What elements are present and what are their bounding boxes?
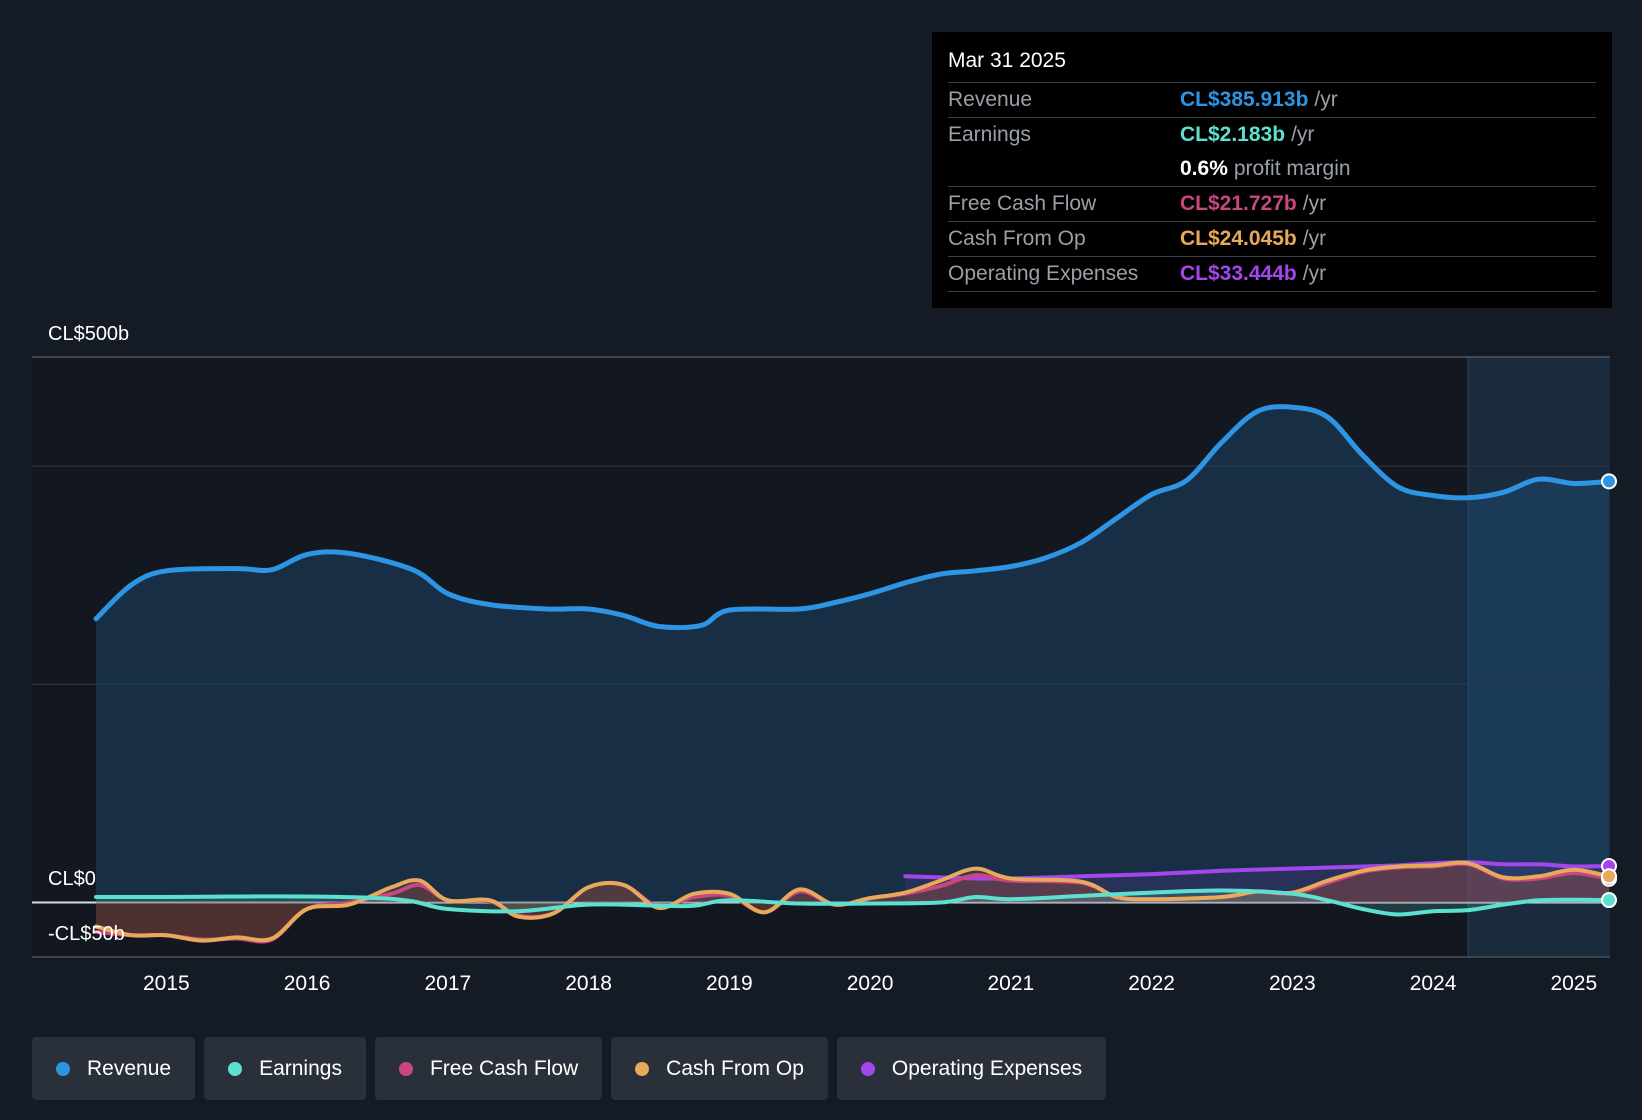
chart-legend: Revenue Earnings Free Cash Flow Cash From O… — [32, 1037, 1107, 1100]
cash-from-op-endpoint — [1601, 868, 1617, 885]
legend-dot-icon — [635, 1061, 650, 1076]
legend-label: Operating Expenses — [891, 1056, 1083, 1080]
legend-item-earnings[interactable]: Earnings — [204, 1037, 366, 1100]
legend-dot-icon — [228, 1061, 243, 1076]
legend-item-free-cash-flow[interactable]: Free Cash Flow — [374, 1037, 603, 1100]
tooltip-row-unit: /yr — [1302, 227, 1327, 250]
revenue-endpoint — [1601, 473, 1617, 490]
legend-dot-icon — [860, 1061, 875, 1076]
tooltip-row: Revenue CL$385.913b/yr — [948, 83, 1596, 118]
tooltip-row: Earnings CL$2.183b/yr — [948, 118, 1596, 152]
plot-background — [32, 357, 1610, 957]
tooltip-row-unit: profit margin — [1233, 157, 1351, 180]
legend-dot-icon — [398, 1061, 413, 1076]
x-tick-label: 2018 — [565, 972, 612, 995]
x-tick-label: 2015 — [143, 972, 190, 995]
legend-item-operating-expenses[interactable]: Operating Expenses — [836, 1037, 1107, 1100]
earnings-endpoint — [1601, 892, 1617, 909]
x-tick-label: 2025 — [1550, 972, 1597, 995]
y-label-top: CL$500b — [48, 323, 129, 345]
tooltip-row-label: Cash From Op — [948, 227, 1086, 250]
tooltip-row-unit: /yr — [1314, 88, 1338, 111]
legend-item-cash-from-op[interactable]: Cash From Op — [611, 1037, 828, 1100]
tooltip-date: Mar 31 2025 — [948, 46, 1596, 83]
tooltip-row: Cash From Op CL$24.045b/yr — [948, 222, 1596, 257]
tooltip-row-value: CL$33.444b — [1180, 262, 1297, 285]
legend-label: Revenue — [87, 1056, 172, 1080]
legend-label: Earnings — [259, 1056, 342, 1080]
legend-dot-icon — [56, 1061, 70, 1076]
x-tick-label: 2021 — [987, 972, 1034, 995]
x-tick-label: 2024 — [1410, 972, 1457, 995]
tooltip-row-label: Operating Expenses — [948, 262, 1139, 285]
tooltip-row-unit: /yr — [1302, 192, 1327, 215]
forecast-region — [1468, 357, 1610, 957]
tooltip-row-value: CL$24.045b — [1180, 227, 1297, 250]
y-label-zero: CL$0 — [48, 868, 96, 890]
tooltip-row-value: 0.6% — [1180, 157, 1228, 180]
x-tick-label: 2019 — [706, 972, 753, 995]
y-label-bottom: -CL$50b — [48, 923, 125, 945]
tooltip-row-unit: /yr — [1302, 262, 1327, 285]
tooltip-row-label: Earnings — [948, 123, 1031, 146]
earnings-line — [94, 888, 1611, 917]
cash-from-op-line — [94, 860, 1611, 943]
tooltip-panel: Mar 31 2025 Revenue CL$385.913b/yr Earning… — [932, 32, 1612, 308]
tooltip-row: Free Cash Flow CL$21.727b/yr — [948, 187, 1596, 222]
revenue-area — [96, 406, 1609, 903]
tooltip-row-label: Free Cash Flow — [948, 192, 1097, 215]
cash-from-op-area — [96, 862, 1609, 941]
free-cash-flow-area — [96, 863, 1609, 942]
operating-expenses-area — [905, 862, 1609, 903]
x-tick-label: 2022 — [1128, 972, 1175, 995]
tooltip-row-value: CL$385.913b — [1180, 88, 1309, 111]
tooltip-row: Operating Expenses CL$33.444b/yr — [948, 257, 1596, 292]
x-tick-label: 2023 — [1269, 972, 1316, 995]
x-tick-label: 2017 — [425, 972, 472, 995]
tooltip-row-value: CL$21.727b — [1180, 192, 1297, 215]
tooltip-row-label — [948, 152, 1180, 186]
tooltip-row-unit: /yr — [1291, 123, 1315, 146]
x-tick-label: 2020 — [847, 972, 894, 995]
legend-item-revenue[interactable]: Revenue — [32, 1037, 196, 1100]
tooltip-row-value: CL$2.183b — [1180, 123, 1286, 146]
legend-label: Cash From Op — [666, 1056, 804, 1080]
tooltip-row: 0.6% profit margin — [948, 152, 1596, 187]
x-tick-label: 2016 — [284, 972, 331, 995]
legend-label: Free Cash Flow — [429, 1056, 579, 1080]
revenue-line — [93, 404, 1612, 631]
tooltip-row-label: Revenue — [948, 88, 1033, 111]
